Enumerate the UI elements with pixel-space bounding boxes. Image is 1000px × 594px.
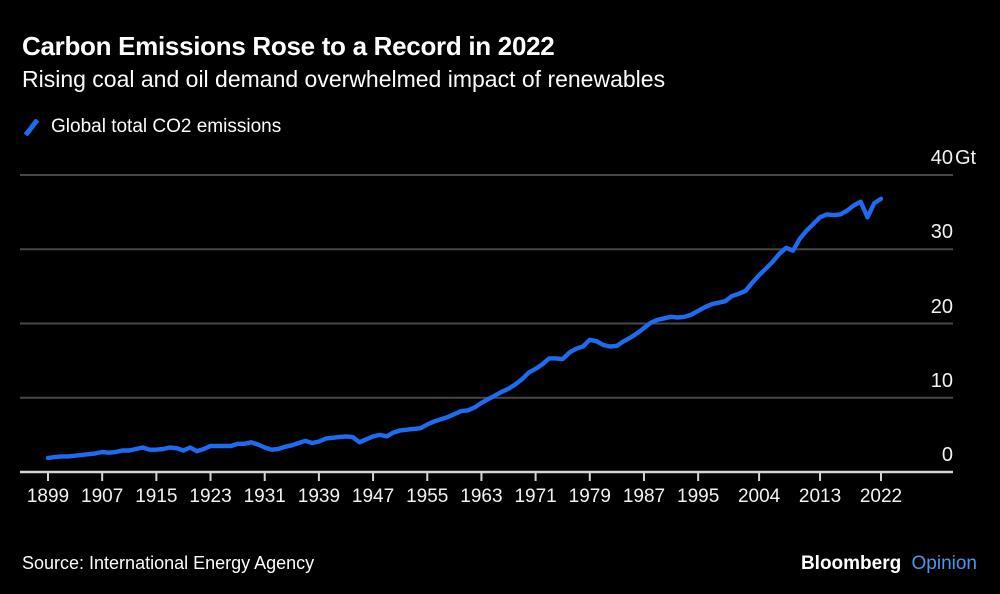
brand-logo: Bloomberg Opinion (801, 553, 977, 575)
y-axis-label: 20 (930, 295, 953, 318)
x-axis-label: 1947 (351, 486, 395, 507)
x-axis-label: 1931 (243, 486, 286, 507)
source-note: Source: International Energy Agency (22, 553, 315, 573)
x-axis-label: 1995 (677, 486, 720, 507)
x-axis-label: 1979 (568, 486, 611, 507)
x-axis-label: 2013 (798, 486, 842, 507)
legend: Global total CO2 emissions (22, 114, 281, 140)
brand-name: Bloomberg (800, 553, 902, 574)
x-axis-label: 2004 (737, 486, 781, 507)
x-axis-label: 1939 (297, 486, 341, 507)
x-axis-label: 1971 (514, 486, 557, 507)
x-axis-label: 1987 (622, 486, 666, 507)
x-axis-label: 1915 (135, 486, 178, 507)
y-axis-unit: Gt (955, 147, 977, 169)
page-subtitle: Rising coal and oil demand overwhelmed i… (22, 66, 666, 92)
x-axis-label: 1923 (189, 486, 232, 507)
emissions-line (45, 196, 884, 461)
x-axis-label: 1907 (81, 486, 124, 507)
brand-opinion: Opinion (911, 553, 978, 574)
y-axis-label: 10 (930, 369, 953, 392)
legend-label: Global total CO2 emissions (51, 116, 282, 137)
y-axis-label: 40 Gt (930, 147, 977, 169)
x-axis-label: 1963 (460, 486, 503, 507)
page-title: Carbon Emissions Rose to a Record in 202… (22, 31, 555, 61)
x-axis-label: 1955 (406, 486, 449, 507)
x-axis-label: 2022 (859, 486, 903, 507)
x-axis-label: 1899 (26, 486, 70, 507)
y-axis-label: 30 (930, 221, 953, 244)
y-axis-label: 0 (941, 444, 953, 466)
